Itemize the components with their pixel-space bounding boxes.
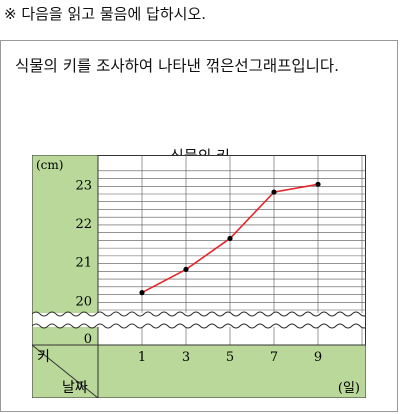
y-zero-label: 0 (84, 332, 92, 347)
x-tick-label: 7 (270, 350, 278, 365)
x-unit-label: (일) (338, 381, 360, 396)
data-point (315, 181, 321, 187)
y-tick-label: 21 (75, 256, 92, 271)
data-point (271, 189, 277, 195)
x-tick-label: 5 (226, 350, 234, 365)
axis-break-wave-bottom (32, 323, 366, 329)
x-tick-label: 1 (138, 350, 146, 365)
y-unit-label: (cm) (36, 158, 63, 172)
data-point (139, 290, 145, 296)
x-tick-label: 9 (314, 350, 322, 365)
x-axis-label: 날짜 (62, 380, 88, 396)
data-point (227, 235, 233, 242)
y-axis-label: 키 (37, 349, 50, 365)
x-axis-panel (98, 345, 366, 398)
y-tick-label: 22 (75, 217, 92, 232)
x-tick-label: 3 (182, 350, 190, 365)
data-point (183, 266, 189, 272)
y-tick-label: 20 (75, 294, 92, 309)
instruction-text: ※ 다음을 읽고 물음에 답하시오. (4, 5, 207, 23)
y-axis-panel (32, 155, 99, 398)
line-chart: (cm) 20 21 22 23 0 키날짜 1 3 5 7 9 (일) (32, 155, 366, 398)
question-text: 식물의 키를 조사하여 나타낸 꺾은선그래프입니다. (15, 57, 340, 75)
header-diagonal (32, 344, 99, 398)
axis-break-wave-top (32, 311, 366, 317)
y-tick-label: 23 (75, 178, 92, 193)
